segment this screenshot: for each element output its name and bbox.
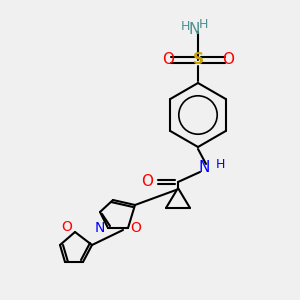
Text: N: N [198,160,210,175]
Text: N: N [95,221,105,235]
Text: O: O [162,52,174,68]
Text: O: O [130,221,141,235]
Text: H: H [215,158,225,172]
Text: O: O [222,52,234,68]
Text: N: N [188,22,200,38]
Text: H: H [180,20,190,32]
Text: O: O [61,220,72,234]
Text: S: S [193,52,203,68]
Text: O: O [141,175,153,190]
Text: H: H [198,17,208,31]
